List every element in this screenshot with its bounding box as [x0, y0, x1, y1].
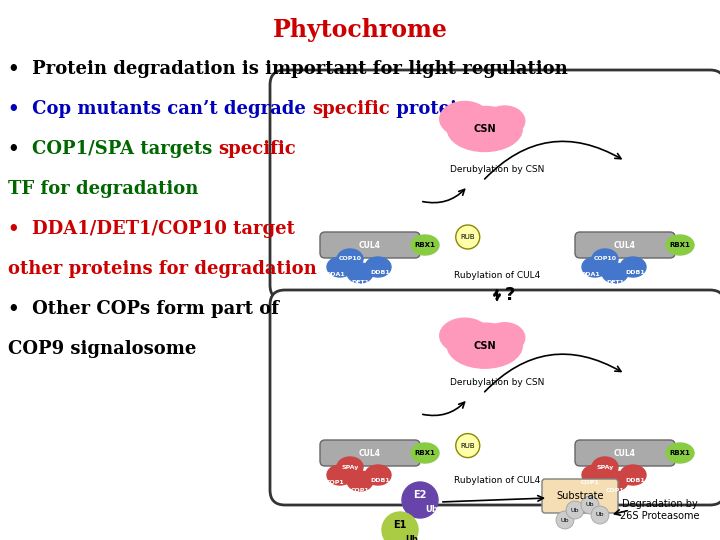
Text: RBX1: RBX1 — [415, 450, 436, 456]
Ellipse shape — [620, 465, 646, 485]
Text: TF for degradation: TF for degradation — [8, 180, 199, 198]
Ellipse shape — [347, 471, 373, 491]
Text: •: • — [8, 140, 32, 158]
Ellipse shape — [447, 323, 522, 368]
Text: specific: specific — [312, 100, 390, 118]
Text: Rubylation of CUL4: Rubylation of CUL4 — [454, 476, 541, 485]
Ellipse shape — [440, 318, 490, 353]
Ellipse shape — [582, 257, 608, 277]
Ellipse shape — [365, 465, 391, 485]
Text: proteins: proteins — [390, 100, 480, 118]
Ellipse shape — [602, 263, 628, 283]
Circle shape — [402, 482, 438, 518]
Ellipse shape — [485, 106, 525, 136]
Ellipse shape — [327, 257, 353, 277]
Text: Ub: Ub — [595, 512, 604, 517]
Ellipse shape — [592, 457, 618, 477]
Text: Ub: Ub — [561, 517, 570, 523]
Text: Derubylation by CSN: Derubylation by CSN — [450, 165, 545, 173]
Ellipse shape — [337, 249, 363, 269]
Text: COP9 signalosome: COP9 signalosome — [8, 340, 197, 358]
Text: CUL4: CUL4 — [614, 449, 636, 457]
Text: •  Other COPs form part of: • Other COPs form part of — [8, 300, 279, 318]
Text: other proteins for degradation: other proteins for degradation — [8, 260, 317, 278]
Ellipse shape — [337, 457, 363, 477]
Text: Ub: Ub — [405, 536, 418, 540]
Text: DDA1: DDA1 — [325, 273, 345, 278]
FancyBboxPatch shape — [320, 232, 420, 258]
FancyBboxPatch shape — [270, 290, 720, 505]
FancyBboxPatch shape — [270, 70, 720, 300]
Ellipse shape — [440, 102, 490, 137]
Text: DET1: DET1 — [606, 280, 624, 286]
Text: Degradation by
26S Proteasome: Degradation by 26S Proteasome — [620, 499, 700, 521]
Circle shape — [581, 496, 599, 514]
FancyBboxPatch shape — [575, 440, 675, 466]
Text: SPAy: SPAy — [341, 464, 359, 469]
Text: Ub: Ub — [586, 503, 594, 508]
Circle shape — [382, 512, 418, 540]
Text: COP10: COP10 — [338, 256, 361, 261]
Text: DDB1: DDB1 — [370, 271, 390, 275]
Text: DDB1: DDB1 — [625, 478, 645, 483]
FancyBboxPatch shape — [575, 232, 675, 258]
Text: RBX1: RBX1 — [670, 450, 690, 456]
Text: CUL4: CUL4 — [359, 449, 381, 457]
FancyBboxPatch shape — [542, 479, 618, 513]
Ellipse shape — [411, 235, 439, 255]
Text: COP1: COP1 — [351, 489, 369, 494]
Text: DDA1/DET1/COP10 target: DDA1/DET1/COP10 target — [32, 220, 295, 238]
Text: E1: E1 — [393, 520, 407, 530]
Text: Ub: Ub — [571, 508, 580, 512]
Ellipse shape — [485, 323, 525, 353]
Text: E2: E2 — [413, 490, 427, 500]
Text: RUB: RUB — [460, 234, 475, 240]
Ellipse shape — [327, 465, 353, 485]
Text: COP1/SPA targets: COP1/SPA targets — [32, 140, 219, 158]
Text: ?: ? — [505, 286, 516, 304]
Circle shape — [456, 434, 480, 457]
Text: COP1: COP1 — [606, 489, 624, 494]
FancyBboxPatch shape — [320, 440, 420, 466]
Text: Substrate: Substrate — [557, 491, 604, 501]
Text: COP1: COP1 — [580, 481, 599, 485]
Ellipse shape — [447, 106, 522, 152]
Text: RBX1: RBX1 — [670, 242, 690, 248]
Ellipse shape — [347, 263, 373, 283]
Text: DDB1: DDB1 — [370, 478, 390, 483]
Text: Rubylation of CUL4: Rubylation of CUL4 — [454, 271, 541, 280]
Circle shape — [591, 506, 609, 524]
Ellipse shape — [592, 249, 618, 269]
Circle shape — [456, 225, 480, 249]
Text: CUL4: CUL4 — [614, 240, 636, 249]
Ellipse shape — [620, 257, 646, 277]
Text: CUL4: CUL4 — [359, 240, 381, 249]
Text: DDB1: DDB1 — [625, 271, 645, 275]
Ellipse shape — [666, 443, 694, 463]
Ellipse shape — [411, 443, 439, 463]
Text: Phytochrome: Phytochrome — [273, 18, 447, 42]
Ellipse shape — [602, 471, 628, 491]
Text: Derubylation by CSN: Derubylation by CSN — [450, 378, 545, 387]
Ellipse shape — [666, 235, 694, 255]
Text: •  Cop mutants can’t degrade: • Cop mutants can’t degrade — [8, 100, 312, 118]
Text: specific: specific — [219, 140, 297, 158]
Text: CSN: CSN — [474, 124, 496, 134]
Text: •  Protein degradation is important for light regulation: • Protein degradation is important for l… — [8, 60, 568, 78]
Ellipse shape — [582, 465, 608, 485]
Text: SPAy: SPAy — [596, 464, 613, 469]
Text: DDA1: DDA1 — [580, 273, 600, 278]
Text: Ub: Ub — [426, 505, 438, 515]
Text: DET1: DET1 — [351, 280, 369, 286]
Text: RBX1: RBX1 — [415, 242, 436, 248]
Text: •: • — [8, 220, 32, 238]
Text: CSN: CSN — [474, 341, 496, 350]
Text: RUB: RUB — [460, 443, 475, 449]
Circle shape — [556, 511, 574, 529]
Text: COP10: COP10 — [593, 256, 616, 261]
Circle shape — [566, 501, 584, 519]
Ellipse shape — [365, 257, 391, 277]
Text: COP1: COP1 — [325, 481, 344, 485]
